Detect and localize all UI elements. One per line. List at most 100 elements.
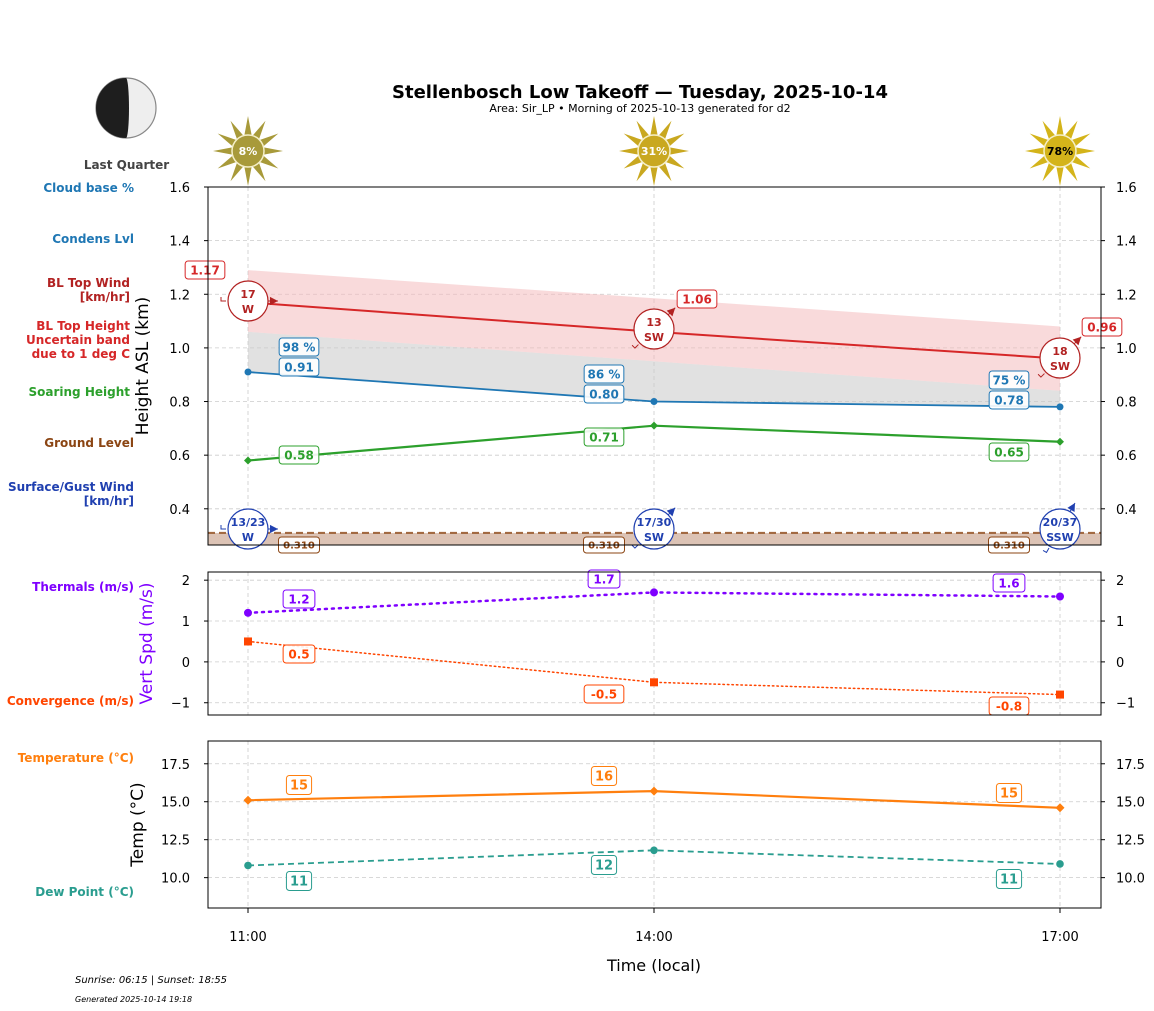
condens-level-label-text: 0.91 xyxy=(284,360,314,374)
cloud-base-pct-label-box xyxy=(988,370,1030,390)
soaring-height-point xyxy=(1056,437,1064,446)
label-ground-level: Ground Level xyxy=(44,436,134,450)
sun-times: Sunrise: 06:15 | Sunset: 18:55 xyxy=(75,975,228,986)
xtick-label: 17:00 xyxy=(1041,930,1078,945)
label-dew-point: Dew Point (°C) xyxy=(35,885,134,899)
dew-point-value-label-text: 12 xyxy=(595,859,613,874)
panel-vertical-speed: 2 2 1 1 0 0 −1 −1 Vert Spd (m/s) 1.2 1.7 1.6 0.5 -0.5… xyxy=(137,569,1135,716)
temperature-value-label-text: 16 xyxy=(595,770,613,785)
ytick-label-left: 15.0 xyxy=(161,796,190,811)
bl-wind-11-direction: W xyxy=(242,303,254,316)
cloud-base-pct-label-text: 98 % xyxy=(283,340,316,354)
ytick-label-left: 12.5 xyxy=(161,834,190,849)
wind-arrow-shaft xyxy=(667,507,676,516)
condens-level-label-box xyxy=(988,390,1030,410)
panel-temperature: 17.5 17.5 15.0 15.0 12.5 12.5 10.0 10.0 Temp (°C… xyxy=(128,740,1145,975)
wind-arrow-shaft xyxy=(1073,336,1082,345)
convergence-value-label: 0.5 xyxy=(282,644,316,664)
soaring-height-label-box xyxy=(583,427,625,447)
label-surface-wind: Surface/Gust Wind [km/hr] xyxy=(8,480,134,508)
bl-wind-17-circle xyxy=(1039,337,1081,379)
wind-tail-icon xyxy=(1037,373,1045,378)
ytick-label-left: −1 xyxy=(171,697,190,712)
convergence-value-label-text: -0.8 xyxy=(996,699,1022,713)
temperature-value-label-text: 15 xyxy=(290,779,308,794)
label-convergence: Convergence (m/s) xyxy=(6,694,134,708)
soaring-height-label: 0.71 xyxy=(583,427,625,447)
cloud-base-pct-label-text: 86 % xyxy=(588,367,621,381)
dew-point-value-label: 11 xyxy=(995,869,1023,889)
temperature-value-label: 15 xyxy=(285,775,313,795)
convergence-point xyxy=(1056,690,1064,699)
bl-wind-14-direction: SW xyxy=(644,331,664,344)
ytick-label-left: 10.0 xyxy=(161,872,190,887)
ground-level-label-text: 0.310 xyxy=(588,541,620,552)
y-axis-label: Vert Spd (m/s) xyxy=(137,582,157,704)
convergence-point xyxy=(244,637,252,646)
convergence-value-label: -0.5 xyxy=(583,684,625,704)
cloud-base-pct-label-box xyxy=(278,337,320,357)
ytick-label-right: 0 xyxy=(1116,656,1124,671)
label-temperature: Temperature (°C) xyxy=(17,751,134,765)
moon-last-quarter-icon xyxy=(95,77,157,139)
panel-height: 1.6 1.6 1.4 1.4 1.2 1.2 1.0 1.0 0.8 0.8 0.6 0.6 0.4 0… xyxy=(133,181,1137,554)
surface-wind-17-direction: SSW xyxy=(1046,531,1073,544)
wind-tail-icon xyxy=(1042,547,1050,554)
soaring-height-label-text: 0.58 xyxy=(284,448,314,462)
thermals-value-label-text: 1.7 xyxy=(593,572,614,586)
bl-top-value-label: 1.06 xyxy=(676,289,718,309)
sun-disc xyxy=(231,134,265,168)
convergence-value-label-box xyxy=(583,684,625,704)
y-axis-label: Height ASL (km) xyxy=(133,297,153,436)
chart-title: Stellenbosch Low Takeoff — Tuesday, 2025… xyxy=(392,82,888,103)
condens-level-point xyxy=(650,398,658,406)
thermals-value-label: 1.7 xyxy=(587,569,621,589)
ytick-label-left: 1.6 xyxy=(169,181,190,196)
temperature-point xyxy=(1055,803,1065,813)
dew-point-value-label-box xyxy=(995,869,1023,889)
convergence-line xyxy=(247,640,1061,696)
ytick-label-right: 17.5 xyxy=(1116,758,1145,773)
bl-wind-14: 13 SW xyxy=(631,307,676,350)
ytick-label-left: 0.8 xyxy=(169,396,190,411)
cloud-layer-band xyxy=(248,331,1060,407)
bl-wind-17: 18 SW xyxy=(1037,336,1082,379)
surface-wind-11: 13/23 W xyxy=(220,508,278,550)
ytick-label-right: 15.0 xyxy=(1116,796,1145,811)
thermals-value-label: 1.2 xyxy=(282,589,316,609)
bl-top-value-label: 1.17 xyxy=(184,260,226,280)
convergence-value-label: -0.8 xyxy=(988,696,1030,716)
ytick-label-right: 12.5 xyxy=(1116,834,1145,849)
ytick-label-left: 2 xyxy=(182,574,190,589)
temperature-value-label-box xyxy=(285,775,313,795)
temperature-value-label-box xyxy=(590,766,618,786)
ytick-label-left: 17.5 xyxy=(161,758,190,773)
dew-point-point xyxy=(650,846,658,855)
sun-disc xyxy=(1043,134,1077,168)
label-soaring-height: Soaring Height xyxy=(28,385,131,399)
label-condens-level: Condens Lvl xyxy=(52,232,134,246)
thermals-value-label-text: 1.2 xyxy=(288,592,309,606)
bl-top-value-label: 0.96 xyxy=(1081,317,1123,337)
sun-icon: 31% xyxy=(619,116,689,186)
y-axis-label: Temp (°C) xyxy=(128,782,148,867)
thermals-value-label-text: 1.6 xyxy=(998,576,1019,590)
bl-top-value-label-box xyxy=(1081,317,1123,337)
bl-wind-11-speed: 17 xyxy=(240,288,255,301)
condens-level-label-text: 0.78 xyxy=(994,393,1024,407)
surface-wind-11-direction: W xyxy=(242,531,254,544)
thermals-value-label-box xyxy=(282,589,316,609)
ytick-label-left: 1.0 xyxy=(169,342,190,357)
condens-level-label: 0.80 xyxy=(583,384,625,404)
label-cloud-base: Cloud base % xyxy=(43,181,134,195)
thermals-point xyxy=(1056,592,1064,601)
wind-tail-icon xyxy=(631,344,639,349)
ytick-label-left: 0 xyxy=(182,656,190,671)
wind-tail-icon xyxy=(220,297,226,302)
ytick-label-left: 0.6 xyxy=(169,449,190,464)
bl-wind-17-direction: SW xyxy=(1050,360,1070,373)
wind-arrow-icon xyxy=(1067,503,1075,513)
temperature-value-label: 15 xyxy=(995,783,1023,803)
soaring-height-point xyxy=(244,456,252,465)
dew-point-value-label-text: 11 xyxy=(1000,873,1018,888)
